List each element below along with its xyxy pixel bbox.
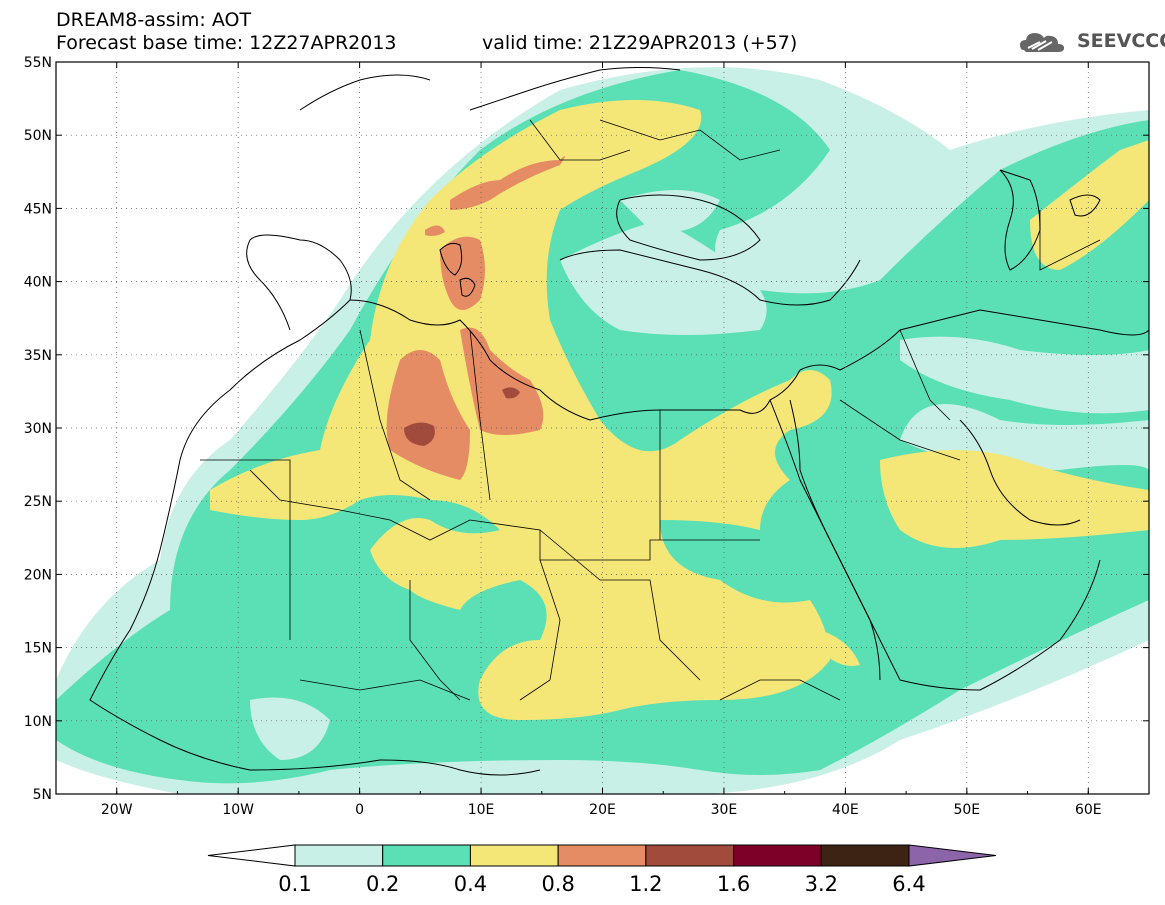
colorbar-level-label: 1.2 [629,872,663,896]
aot-band-0.4 [1030,140,1149,270]
colorbar-level-label: 0.4 [453,872,488,896]
lat-label: 40N [24,275,52,291]
aot-band-0.8 [460,327,544,435]
forecast-base-time: Forecast base time: 12Z27APR2013 [56,32,397,54]
colorbar-segment [294,844,384,867]
lon-label: 0 [355,802,364,818]
lat-label: 20N [24,567,52,583]
lon-label: 50E [953,802,980,818]
lon-label: 10E [468,802,495,818]
lat-label: 35N [24,348,52,364]
aot-band-0.1 [250,697,330,760]
aot-band-0.1 [900,336,1149,414]
colorbar-level-label: 0.8 [541,872,575,896]
lat-label: 50N [24,128,52,144]
colorbar-segment [557,844,647,867]
colorbar-segment [820,844,910,867]
graticule [56,62,1149,794]
lat-label: 30N [24,421,52,437]
lon-label: 10W [222,802,254,818]
valid-time: valid time: 21Z29APR2013 (+57) [482,32,798,54]
aot-field [56,67,1149,794]
lon-label: 40E [832,802,859,818]
lon-label: 20W [101,802,133,818]
aot-band-0.8 [440,236,485,310]
lat-label: 10N [24,714,52,730]
aot-band-1.2 [502,387,520,399]
logo-text: SEEVCCC [1077,30,1165,52]
aot-band-0.1 [620,190,720,232]
coastlines [89,67,1149,776]
colorbar-level-label: 1.6 [716,872,751,896]
aot-band-0.1 [560,220,767,335]
colorbar-over [908,844,997,867]
colorbar-level-label: 0.2 [366,872,400,896]
colorbar-under [207,844,296,867]
lat-label: 15N [24,641,52,657]
aot-band-0.8 [450,156,565,210]
latitude-labels: 55N 50N 45N 40N 35N 30N 25N 20N 15N 10N 5N [24,55,52,803]
cloud-icon [1020,33,1064,52]
aot-band-0.4 [820,630,860,666]
colorbar-segment [733,844,822,867]
colorbar-segment [469,844,559,867]
lat-label: 55N [24,55,52,71]
colorbar-level-label: 3.2 [804,872,838,896]
colorbar-level-label: 6.4 [892,872,926,896]
lon-label: 20E [589,802,616,818]
aot-band-0.8 [386,350,470,480]
axis-ticks [56,61,1149,795]
colorbar [207,844,997,867]
lon-label: 30E [711,802,738,818]
lat-label: 45N [24,201,52,217]
colorbar-level-label: 0.1 [278,872,312,896]
colorbar-segment [382,844,471,867]
lon-label: 60E [1075,802,1102,818]
country-borders [200,119,1101,701]
lat-label: 25N [24,494,52,510]
map-title: DREAM8-assim: AOT [56,9,252,31]
aot-band-0.8 [425,225,445,236]
lat-label: 5N [33,787,52,803]
longitude-labels: 20W 10W 0 10E 20E 30E 40E 50E 60E [101,802,1102,818]
colorbar-segment [645,844,735,867]
aot-band-0.4 [880,450,1149,548]
